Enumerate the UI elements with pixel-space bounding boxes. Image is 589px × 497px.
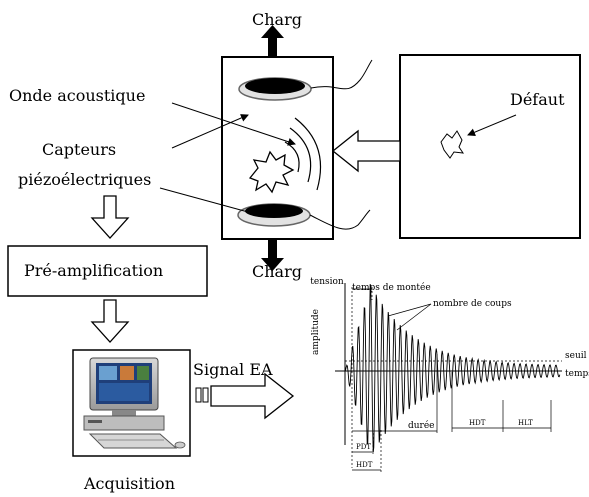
sensors-label-line1: Capteurs — [42, 140, 117, 159]
computer-icon — [83, 357, 186, 449]
sensor-top — [238, 59, 373, 101]
amplitude-label: amplitude — [311, 309, 321, 355]
duration-label: durée — [408, 420, 435, 431]
hollow-arrow-right — [210, 372, 295, 420]
load-arrow-top — [261, 25, 284, 57]
preamp-label: Pré-amplification — [24, 261, 164, 280]
detector-box — [399, 54, 581, 239]
defect-mark — [440, 130, 465, 159]
load-arrow-bottom — [261, 239, 284, 271]
onde-pointer-to-wave — [171, 102, 296, 146]
signal-waveform — [344, 283, 561, 453]
tension-label: tension — [310, 277, 344, 287]
acquisition-label: Acquisition — [84, 474, 175, 493]
sensor-bottom — [237, 203, 371, 230]
defaut-pointer — [467, 114, 517, 136]
hollow-arrow-down-2 — [90, 299, 130, 343]
counts-label: nombre de coups — [433, 299, 512, 309]
hlt-label: HLT — [518, 419, 533, 427]
waveform-plot — [335, 283, 562, 473]
pdt-label: PDT — [356, 443, 371, 451]
time-label: temps — [565, 369, 589, 379]
capteurs-pointer — [159, 187, 249, 213]
acoustic-wave-label: Onde acoustique — [9, 86, 146, 105]
defect-label: Défaut — [510, 90, 565, 109]
connector-plug — [195, 387, 209, 403]
rise-time-label: temps de montée — [352, 282, 431, 293]
preamp-box — [7, 245, 208, 297]
onde-pointer-to-sensor — [171, 114, 249, 149]
hollow-arrow-left — [331, 129, 401, 173]
counts-pointer-1 — [387, 303, 432, 317]
threshold-label: seuil — [565, 351, 587, 361]
sensors-label-line2: piézoélectriques — [18, 170, 152, 189]
hdt-bottom-label: HDT — [356, 461, 373, 469]
load-label-bottom: Charg — [252, 262, 302, 281]
hdt-label: HDT — [469, 419, 486, 427]
load-label-top: Charg — [252, 10, 302, 29]
hollow-arrow-down-1 — [90, 195, 130, 239]
counts-pointer-2 — [396, 303, 432, 331]
crack-source — [248, 150, 295, 194]
signal-label: Signal EA — [193, 360, 273, 379]
